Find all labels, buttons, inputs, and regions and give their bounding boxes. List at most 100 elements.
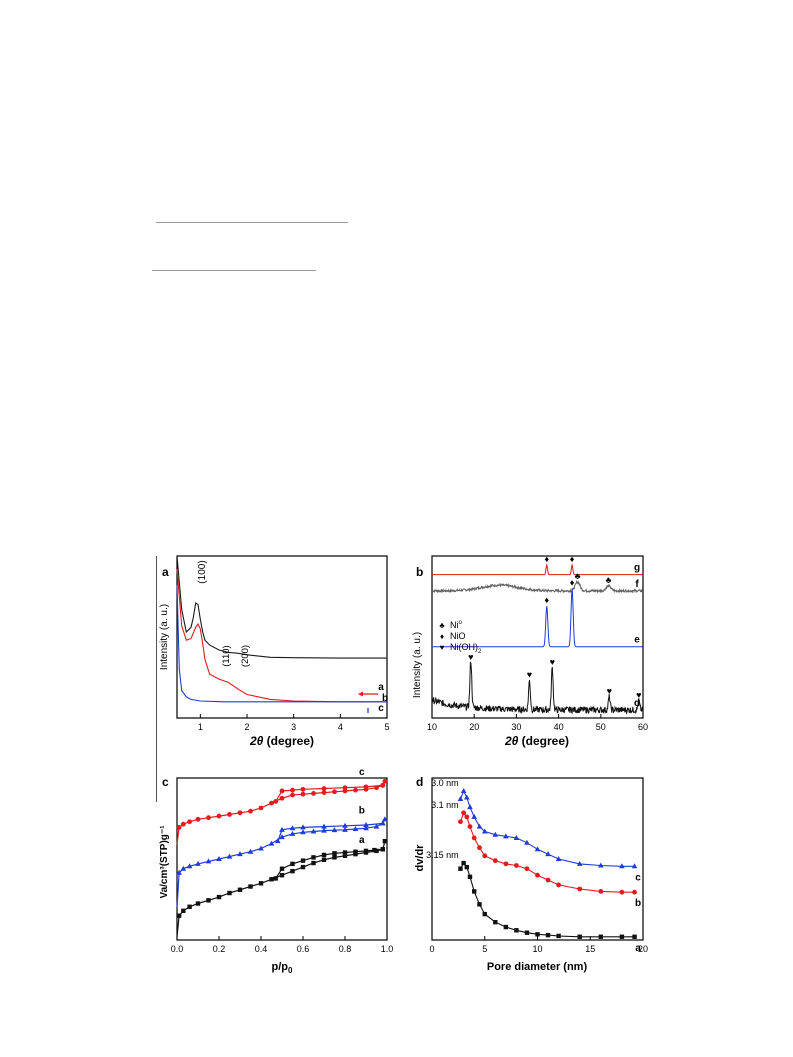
data-point-c (524, 839, 530, 845)
data-point-desorb-b (380, 820, 386, 826)
series-line-b (176, 568, 387, 703)
data-point-c (311, 790, 316, 796)
peak-marker-d: ♥ (636, 690, 641, 700)
data-point-c (471, 813, 477, 819)
series-line-a (176, 555, 387, 659)
x-tick-label: 1.0 (381, 944, 394, 954)
peak-marker-d: ♥ (468, 652, 473, 662)
data-point-desorb-c (273, 799, 279, 804)
phase-legend: ♣ Nio ♦ NiO ♥ Ni(OH)2 (439, 620, 482, 655)
x-axis-label-var: 2θ (504, 734, 519, 748)
series-label-c: c (635, 872, 641, 883)
data-point-a (290, 868, 295, 874)
data-point-c (598, 862, 604, 868)
desorption-line-b (277, 822, 383, 842)
series-label-b: b (359, 805, 365, 816)
data-point-a (467, 874, 473, 880)
panel-letter-a: a (162, 565, 169, 579)
legend-symbol: ♥ (440, 643, 445, 652)
x-tick-label: 50 (596, 722, 606, 732)
data-point-b (382, 816, 388, 822)
data-point-a (332, 855, 337, 860)
y-axis-label: Intensity (a. u.) (159, 604, 170, 670)
plot-frame-c (176, 777, 388, 941)
data-point-c (467, 804, 473, 810)
x-tick-label: 2 (244, 722, 249, 732)
series-label-c: c (359, 767, 365, 778)
legend-label: Nio (450, 620, 463, 630)
data-point-c (290, 792, 295, 798)
data-point-c (555, 856, 562, 861)
peak-marker-d: ♥ (527, 670, 532, 680)
data-point-desorb-b (363, 821, 369, 827)
data-point-b (352, 826, 359, 832)
data-point-b (180, 865, 187, 871)
series-line-f (431, 579, 644, 594)
data-point-b (503, 861, 509, 867)
data-point-c (513, 834, 520, 840)
data-point-desorb-c (290, 787, 295, 793)
data-point-b (524, 866, 530, 872)
data-point-desorb-b (289, 825, 296, 831)
data-point-desorb-a (372, 847, 377, 853)
series-label-e: e (634, 635, 640, 646)
y-axis-label: Va/cm³(STP)g⁻¹ (159, 825, 170, 899)
data-point-c (631, 863, 638, 869)
data-point-a (524, 930, 530, 935)
x-tick-label: 0.0 (171, 944, 184, 954)
data-point-c (464, 794, 470, 800)
data-point-a (321, 857, 327, 863)
data-point-a (195, 901, 201, 906)
data-point-c (216, 813, 222, 819)
data-point-b (461, 810, 467, 816)
data-point-b (632, 889, 637, 895)
panel-letter-c: c (162, 775, 169, 789)
data-point-b (237, 851, 243, 857)
x-tick-label: 5 (482, 944, 487, 954)
x-axis-label-unit: (degree) (518, 734, 569, 748)
series-label-b: b (382, 693, 388, 704)
data-point-b (514, 863, 519, 868)
data-point-b (598, 889, 604, 894)
x-tick-label: 4 (338, 722, 343, 732)
x-axis-label-sub: 0 (288, 966, 293, 975)
data-point-b (176, 869, 182, 875)
data-point-desorb-a (321, 852, 327, 858)
peak-label-200: (200) (240, 645, 251, 667)
data-point-a (458, 866, 463, 871)
plot-frame-d (431, 777, 644, 941)
series-line-d (431, 661, 644, 715)
x-tick-label: 0.2 (213, 944, 226, 954)
data-point-c (227, 812, 232, 817)
legend-arrowhead-b (358, 691, 363, 697)
panel-letter-d: d (416, 775, 423, 789)
data-point-c (460, 787, 467, 793)
legend-label-main: Ni(OH) (450, 642, 478, 652)
panel-d-chart: 0 5 10 15 20 d 3.0 nm c 3.1 nm b 3.15 nm a dv/dr Pore… (414, 775, 648, 973)
data-point-desorb-c (321, 786, 327, 791)
data-point-c (374, 785, 379, 791)
data-point-c (187, 819, 193, 825)
data-point-desorb-a (290, 861, 295, 867)
data-point-a (632, 934, 637, 939)
data-point-a (619, 934, 625, 939)
data-point-a (493, 919, 498, 925)
x-axis-label-unit: (degree) (263, 734, 314, 748)
data-point-a (482, 911, 487, 917)
x-tick-label: 40 (554, 722, 564, 732)
data-point-b (492, 858, 498, 864)
plot-frame-a (176, 555, 388, 719)
data-point-c (321, 790, 327, 795)
data-point-c (545, 851, 551, 857)
peak-marker-d: ♥ (550, 657, 555, 667)
data-point-a (279, 873, 285, 878)
data-point-a (269, 877, 274, 882)
data-point-c (258, 805, 264, 811)
separator-line-top (156, 222, 348, 223)
data-point-c (176, 825, 182, 830)
data-point-b (268, 840, 275, 846)
data-point-b (363, 825, 369, 831)
data-point-b (321, 827, 327, 833)
y-axis-label: Intensity (a. u.) (412, 632, 423, 698)
